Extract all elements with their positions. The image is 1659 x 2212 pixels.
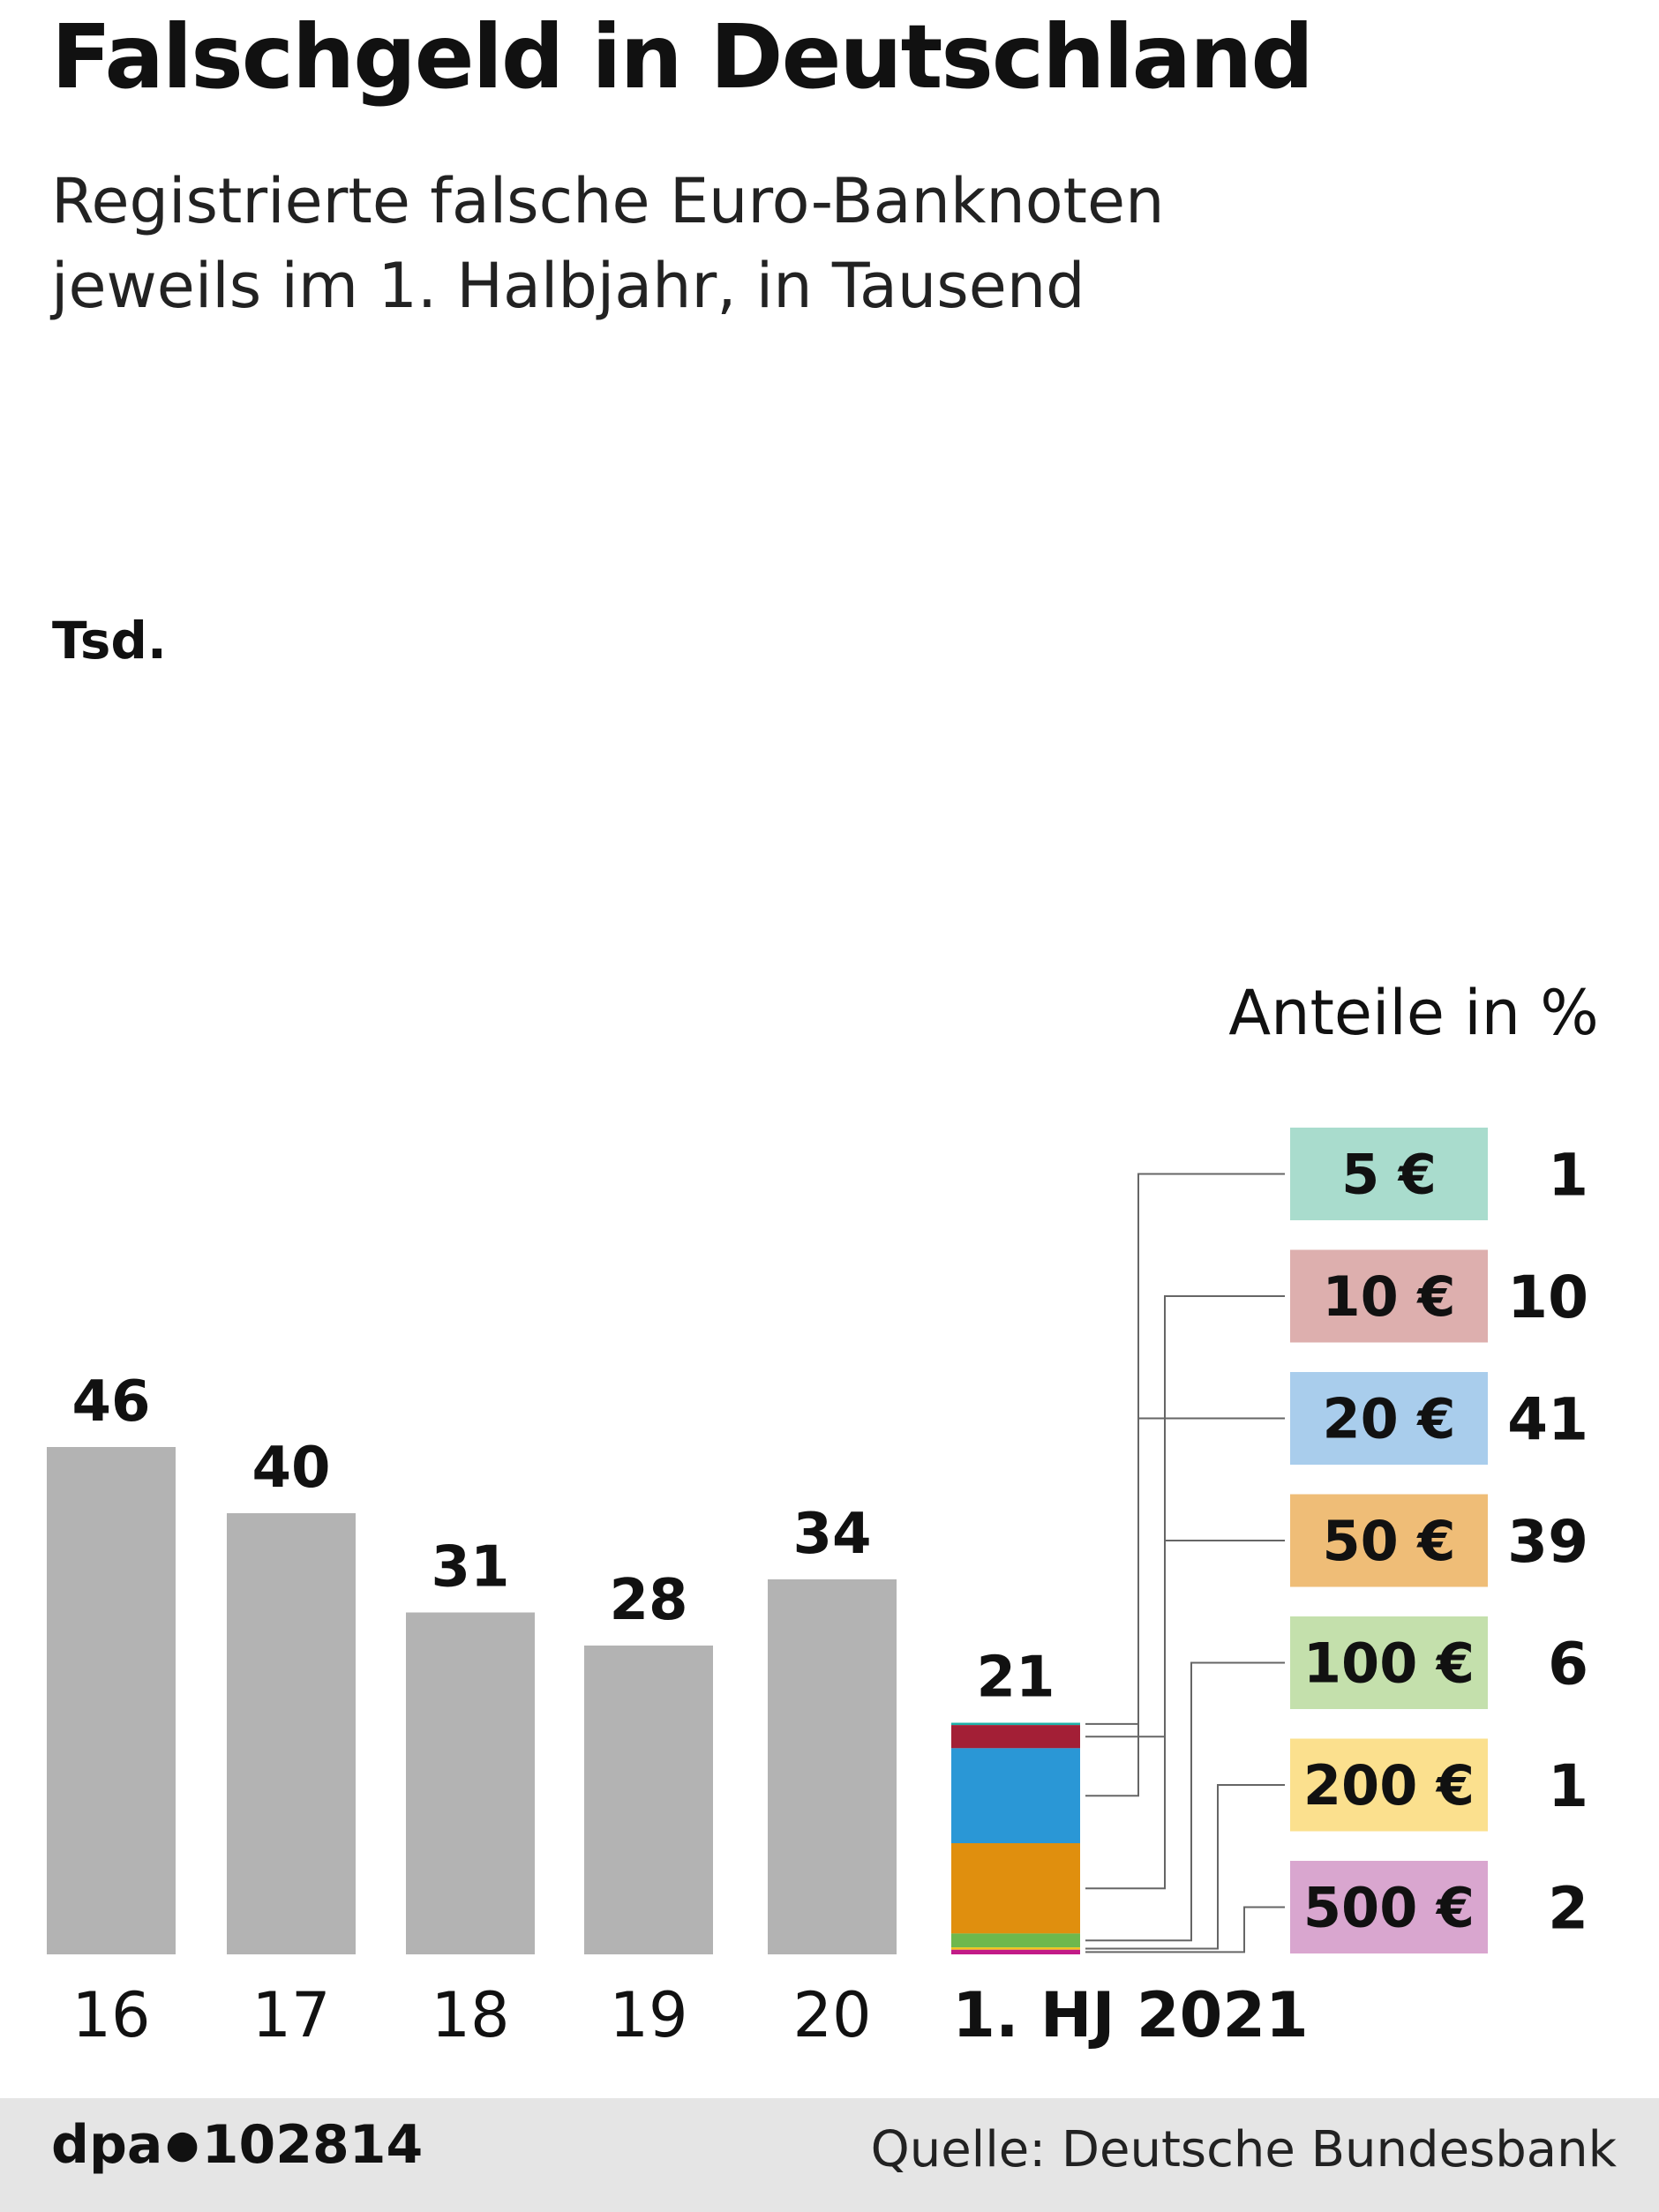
stack-segment-3	[951, 1843, 1080, 1934]
bar-20	[768, 1579, 897, 1954]
legend-swatch-6	[1290, 1861, 1488, 1953]
legend-label-2: 20 €	[1322, 1387, 1455, 1451]
legend-value-2: 41	[1507, 1386, 1588, 1454]
x-tick-label-2: 18	[431, 1979, 509, 2051]
legend-swatch-4	[1290, 1616, 1488, 1709]
graphic-number: 102814	[201, 2114, 424, 2176]
value-label-5: 21	[976, 1646, 1055, 1711]
value-label-3: 28	[609, 1568, 687, 1633]
leader-line-5	[1085, 1784, 1285, 1950]
leader-line-2	[1085, 1417, 1285, 1797]
legend-swatch-0	[1290, 1128, 1488, 1220]
legend-swatch-5	[1290, 1738, 1488, 1832]
value-label-2: 31	[431, 1535, 509, 1601]
legend-swatch-3	[1290, 1494, 1488, 1587]
legend-swatch-2	[1290, 1372, 1488, 1465]
legend-value-5: 1	[1548, 1752, 1588, 1820]
legend-label-5: 200 €	[1303, 1753, 1475, 1818]
bar-18	[406, 1612, 535, 1954]
x-tick-label-1: 17	[251, 1979, 330, 2051]
stack-segment-2	[951, 1748, 1080, 1843]
source-note: Quelle: Deutsche Bundesbank	[870, 2121, 1617, 2178]
legend-value-0: 1	[1548, 1142, 1588, 1210]
subtitle-line-2: jeweils im 1. Halbjahr, in Tausend	[51, 250, 1085, 322]
stack-segment-5	[951, 1947, 1080, 1950]
legend-value-6: 2	[1548, 1875, 1588, 1943]
leader-line-6	[1085, 1906, 1285, 1953]
bar-16	[47, 1447, 176, 1954]
legend-label-3: 50 €	[1322, 1509, 1455, 1573]
value-label-0: 46	[71, 1369, 150, 1435]
x-tick-label-4: 20	[792, 1979, 871, 2051]
legend-value-4: 6	[1548, 1631, 1588, 1698]
value-label-4: 34	[792, 1502, 871, 1567]
legend-label-6: 500 €	[1303, 1876, 1475, 1940]
stack-segment-4	[951, 1933, 1080, 1948]
legend-swatch-1	[1290, 1249, 1488, 1343]
bar-19	[584, 1646, 713, 1954]
leader-line-3	[1085, 1540, 1285, 1890]
legend-label-1: 10 €	[1322, 1264, 1455, 1329]
value-label-1: 40	[251, 1436, 330, 1501]
legend-label-4: 100 €	[1303, 1631, 1475, 1696]
legend-value-1: 10	[1507, 1263, 1588, 1331]
legend-title: Anteile in %	[1228, 977, 1599, 1049]
leader-line-0	[1085, 1173, 1285, 1725]
stack-segment-6	[951, 1949, 1080, 1954]
chart-title: Falschgeld in Deutschland	[51, 5, 1314, 109]
legend-label-0: 5 €	[1341, 1143, 1437, 1207]
subtitle-line-1: Registrierte falsche Euro-Banknoten	[51, 165, 1165, 237]
separator-dot-icon: ●	[165, 2122, 199, 2167]
chart-subtitle: Registrierte falsche Euro-Banknoten jewe…	[51, 159, 1164, 328]
bar-17	[227, 1513, 356, 1954]
unit-label: Tsd.	[52, 611, 167, 671]
leader-line-1	[1085, 1295, 1285, 1738]
x-tick-label-3: 19	[609, 1979, 687, 2051]
dpa-graphic-id: dpa●102814	[51, 2114, 423, 2176]
footer-bar: dpa●102814 Quelle: Deutsche Bundesbank	[0, 2098, 1659, 2212]
x-tick-label-0: 16	[71, 1979, 150, 2051]
stack-segment-0	[951, 1722, 1080, 1726]
x-tick-label-5: 1. HJ 2021	[952, 1979, 1309, 2051]
stack-segment-1	[951, 1725, 1080, 1749]
legend-value-3: 39	[1507, 1508, 1588, 1576]
dpa-logo: dpa	[51, 2114, 163, 2176]
leader-line-4	[1085, 1661, 1285, 1942]
